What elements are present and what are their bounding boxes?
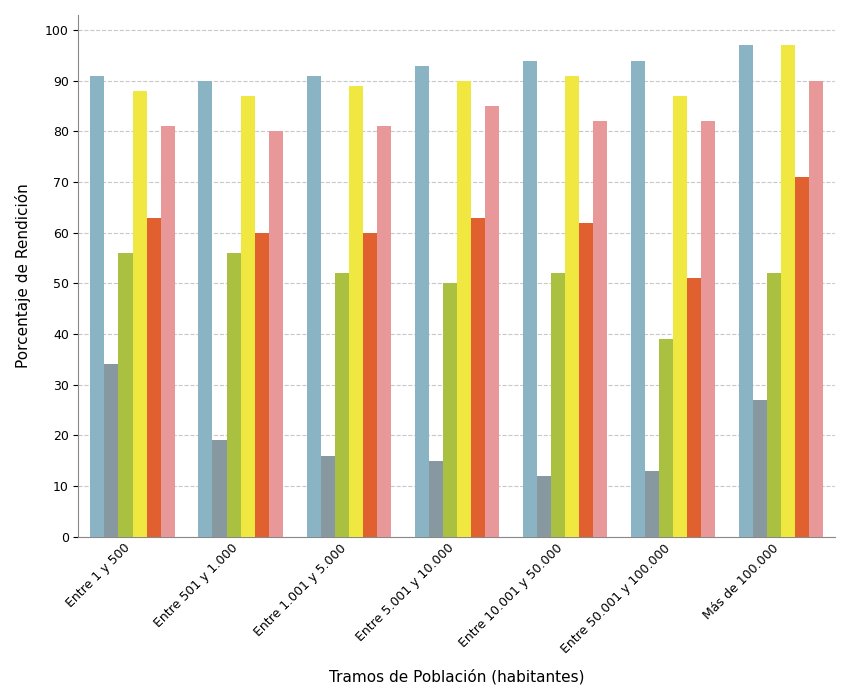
Bar: [659, 339, 673, 537]
Bar: [255, 233, 269, 537]
Bar: [118, 253, 133, 537]
Bar: [564, 76, 579, 537]
Bar: [161, 127, 174, 537]
Bar: [456, 80, 471, 537]
Bar: [484, 106, 499, 537]
Bar: [579, 223, 593, 537]
Bar: [428, 461, 443, 537]
Bar: [443, 284, 456, 537]
Bar: [471, 218, 484, 537]
Bar: [673, 96, 687, 537]
Bar: [645, 471, 659, 537]
Bar: [753, 400, 767, 537]
Bar: [795, 177, 809, 537]
Bar: [212, 440, 227, 537]
Bar: [320, 456, 335, 537]
Bar: [377, 127, 391, 537]
Bar: [133, 91, 146, 537]
Bar: [90, 76, 105, 537]
Bar: [739, 46, 753, 537]
Bar: [523, 61, 536, 537]
Bar: [348, 86, 363, 537]
Bar: [146, 218, 161, 537]
Bar: [105, 365, 118, 537]
Bar: [241, 96, 255, 537]
Bar: [767, 273, 781, 537]
Bar: [363, 233, 377, 537]
Bar: [536, 476, 551, 537]
Y-axis label: Porcentaje de Rendición: Porcentaje de Rendición: [15, 183, 31, 368]
Bar: [781, 46, 795, 537]
Bar: [701, 121, 715, 537]
Bar: [551, 273, 564, 537]
Bar: [415, 66, 428, 537]
Bar: [631, 61, 645, 537]
Bar: [335, 273, 348, 537]
Bar: [198, 80, 212, 537]
X-axis label: Tramos de Población (habitantes): Tramos de Población (habitantes): [329, 669, 585, 685]
Bar: [269, 132, 283, 537]
Bar: [307, 76, 320, 537]
Bar: [809, 80, 823, 537]
Bar: [227, 253, 241, 537]
Bar: [687, 279, 701, 537]
Bar: [593, 121, 607, 537]
